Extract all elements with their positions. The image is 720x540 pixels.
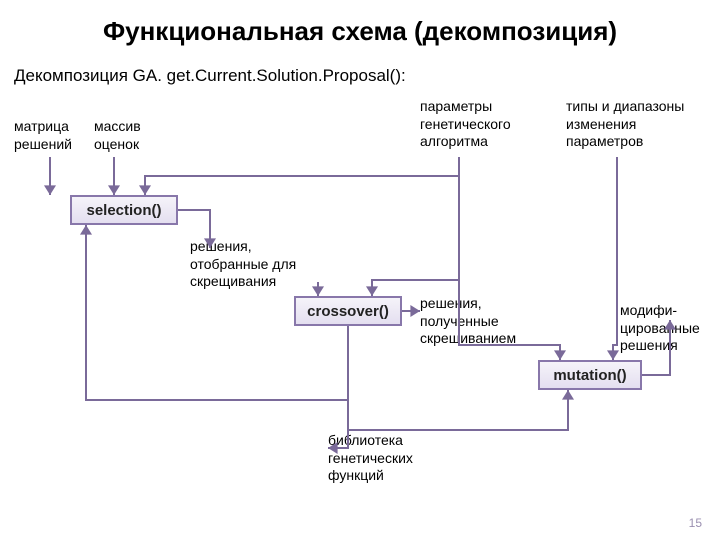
label-scores: массивоценок bbox=[94, 118, 141, 153]
label-crossed: решения,полученныескрещиванием bbox=[420, 295, 516, 348]
label-matrix: матрицарешений bbox=[14, 118, 72, 153]
box-crossover: crossover() bbox=[294, 296, 402, 326]
label-ga-params: параметрыгенетическогоалгоритма bbox=[420, 98, 511, 151]
page-subtitle: Декомпозиция GA. get.Current.Solution.Pr… bbox=[14, 66, 406, 86]
box-mutation: mutation() bbox=[538, 360, 642, 390]
label-library: библиотекагенетическихфункций bbox=[328, 432, 413, 485]
label-modified: модифи-цированныерешения bbox=[620, 302, 700, 355]
label-selected: решения,отобранные дляскрещивания bbox=[190, 238, 296, 291]
box-selection: selection() bbox=[70, 195, 178, 225]
page-title: Функциональная схема (декомпозиция) bbox=[0, 16, 720, 47]
label-types-ranges: типы и диапазоныизмененияпараметров bbox=[566, 98, 684, 151]
slide-number: 15 bbox=[689, 516, 702, 530]
